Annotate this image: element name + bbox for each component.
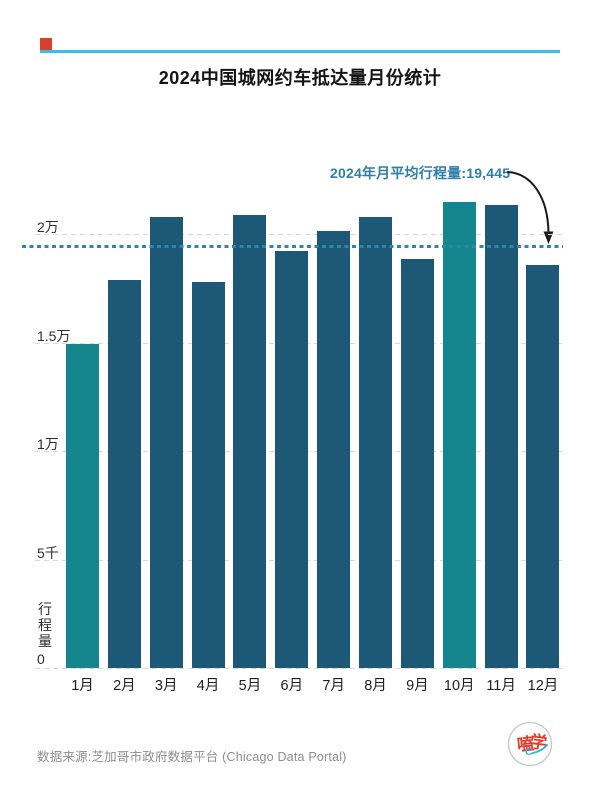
y-tick-1万: 1万 bbox=[37, 436, 59, 453]
bar-4月 bbox=[191, 282, 225, 668]
bar-12月 bbox=[526, 264, 560, 668]
bar-10月 bbox=[442, 201, 476, 668]
bar-9月 bbox=[400, 259, 434, 668]
gridline-2万 bbox=[35, 234, 563, 236]
bar-3月 bbox=[149, 216, 183, 668]
bar-5月 bbox=[233, 214, 267, 668]
x-label-10月: 10月 bbox=[443, 678, 475, 694]
y-tick-0: 0 bbox=[37, 651, 45, 667]
y-axis-title: 行程量 bbox=[38, 601, 52, 649]
bar-1月 bbox=[66, 343, 99, 668]
x-label-9月: 9月 bbox=[406, 678, 429, 694]
x-label-11月: 11月 bbox=[486, 678, 516, 694]
bar-6月 bbox=[275, 250, 309, 668]
brand-stamp-logo: 嗑 学 C bbox=[507, 721, 553, 767]
bar-7月 bbox=[317, 231, 351, 668]
x-label-2月: 2月 bbox=[113, 678, 136, 694]
x-label-3月: 3月 bbox=[154, 678, 178, 694]
stamp-char-1: 嗑 bbox=[516, 733, 535, 755]
y-tick-2万: 2万 bbox=[37, 219, 59, 236]
stamp-swoosh-icon bbox=[532, 744, 548, 754]
bar-2月 bbox=[107, 279, 141, 668]
x-label-5月: 5月 bbox=[238, 678, 262, 694]
y-tick-1.5万: 1.5万 bbox=[37, 327, 71, 344]
gridline-0 bbox=[35, 668, 563, 669]
bar-8月 bbox=[359, 216, 393, 668]
average-line bbox=[22, 245, 563, 249]
x-label-6月: 6月 bbox=[280, 678, 304, 694]
x-label-7月: 7月 bbox=[322, 678, 345, 694]
bar-11月 bbox=[484, 205, 518, 668]
page-title: 2024中国城网约车抵达量月份统计 bbox=[158, 68, 442, 88]
accent-square bbox=[40, 38, 52, 50]
data-source-text: 数据来源:芝加哥市政府数据平台 (Chicago Data Portal) bbox=[37, 750, 347, 764]
y-tick-5千: 5千 bbox=[37, 544, 59, 561]
average-line-annotation: 2024年月平均行程量:19,445 bbox=[330, 165, 511, 181]
stamp-accent-c: C bbox=[525, 746, 533, 758]
x-label-8月: 8月 bbox=[364, 678, 387, 694]
x-label-12月: 12月 bbox=[527, 678, 559, 694]
x-label-1月: 1月 bbox=[71, 678, 94, 694]
accent-divider-line bbox=[40, 50, 560, 53]
x-label-4月: 4月 bbox=[196, 678, 220, 694]
